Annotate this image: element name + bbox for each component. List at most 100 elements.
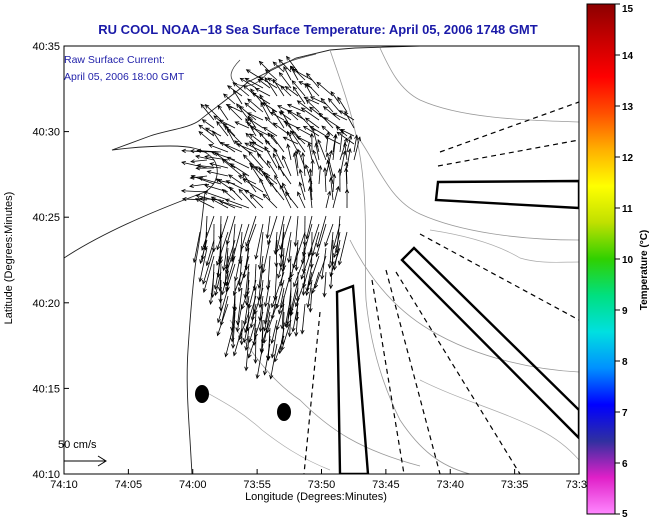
current-vector — [279, 72, 292, 89]
current-vector — [295, 311, 299, 336]
current-vector-head — [214, 291, 219, 297]
current-vector-head — [244, 346, 249, 351]
current-vector-head — [280, 85, 285, 90]
current-vector — [245, 77, 264, 89]
current-vector-head — [239, 77, 245, 82]
current-vector-head — [327, 97, 333, 103]
current-vector-head — [270, 303, 275, 309]
current-vector — [321, 247, 327, 280]
map-plot-area — [63, 45, 580, 475]
current-vector-head — [244, 77, 250, 82]
current-vector-head — [251, 141, 257, 146]
wind-farm-outlines — [303, 101, 579, 474]
current-vector-head — [267, 77, 273, 82]
current-vector-head — [318, 164, 323, 170]
current-vector — [236, 303, 243, 332]
current-vector — [225, 263, 236, 292]
current-vector — [199, 247, 208, 282]
current-vector-head — [286, 143, 291, 149]
current-vector-head — [309, 96, 315, 101]
current-vector — [326, 152, 334, 177]
current-vector-head — [254, 88, 260, 92]
current-vector — [293, 153, 299, 177]
current-vector-head — [282, 182, 286, 188]
colorbar-tick-label: 15 — [622, 4, 634, 15]
current-vector — [242, 173, 257, 193]
colorbar-tick-label: 6 — [622, 459, 628, 470]
current-vector-head — [311, 251, 316, 257]
current-vector-head — [237, 175, 243, 180]
current-vector-head — [332, 253, 338, 259]
current-vector-head — [347, 147, 352, 153]
current-vector-head — [190, 159, 195, 164]
current-vector-head — [203, 190, 209, 195]
current-vector-head — [224, 124, 229, 130]
current-vector-head — [211, 151, 216, 156]
current-vector-head — [280, 109, 285, 115]
current-vector-head — [344, 188, 350, 194]
current-vector — [305, 117, 320, 129]
current-vector — [278, 287, 285, 314]
current-vector — [303, 125, 320, 137]
current-vector — [250, 88, 264, 105]
current-vector — [279, 185, 292, 209]
current-vector-head — [305, 287, 310, 293]
current-vector-head — [294, 266, 299, 272]
current-vector-head — [250, 126, 256, 131]
current-vector — [252, 92, 271, 105]
current-vector — [353, 135, 358, 153]
current-vector-head — [277, 309, 282, 315]
current-vector — [227, 156, 250, 169]
current-vector — [310, 96, 327, 105]
current-vector — [336, 131, 355, 145]
current-vector-head — [322, 106, 328, 111]
current-vector-head — [286, 103, 292, 108]
current-vector-head — [247, 115, 252, 121]
current-vector-head — [331, 173, 337, 179]
current-vector — [287, 104, 306, 113]
current-vector-head — [235, 327, 240, 333]
current-vector — [317, 139, 327, 161]
current-vector-head — [246, 121, 252, 127]
current-vector — [339, 138, 348, 161]
current-vector — [332, 186, 339, 209]
current-vector-head — [181, 160, 186, 166]
x-axis-label: Longitude (Degrees:Minutes) — [245, 491, 387, 503]
current-vector-head — [296, 100, 302, 105]
current-vector-head — [264, 139, 270, 145]
bay-outline — [230, 53, 317, 87]
current-vector — [255, 223, 264, 259]
x-axis-ticks: 74:10 74:05 74:00 73:55 73:50 73:45 73:40 73:35… — [50, 469, 587, 491]
current-vector — [273, 148, 285, 169]
y-axis-ticks: 40:35 40:30 40:25 40:20 40:15 40:10 — [32, 41, 69, 481]
current-vector-head — [306, 72, 311, 78]
current-vector — [299, 169, 306, 193]
current-vector-head — [189, 149, 195, 154]
current-vector-head — [263, 326, 268, 332]
current-vector — [297, 100, 313, 113]
current-vector-head — [282, 136, 288, 141]
current-vector — [222, 159, 243, 177]
current-vector-head — [208, 144, 214, 148]
current-vector — [289, 255, 292, 282]
current-vector-head — [208, 300, 213, 305]
current-vector-head — [310, 159, 315, 164]
current-vector — [202, 119, 215, 129]
current-vector — [259, 295, 264, 321]
marker-dot-west — [195, 385, 209, 403]
current-vector-head — [263, 172, 268, 177]
current-vector-head — [195, 154, 200, 159]
current-vector-head — [245, 69, 251, 74]
current-vector — [214, 255, 222, 290]
current-vector — [299, 182, 306, 201]
current-vector — [248, 118, 264, 129]
current-vector — [264, 279, 271, 307]
current-vector-head — [328, 149, 333, 155]
current-vector-head — [318, 112, 324, 118]
current-vector-head — [206, 170, 212, 175]
colorbar-ticks: 15 14 13 12 11 10 9 8 7 6 5 — [615, 3, 634, 519]
current-vector-head — [300, 329, 305, 335]
current-vector-head — [332, 112, 338, 117]
current-vector-head — [263, 370, 268, 376]
current-vector-head — [311, 126, 316, 132]
